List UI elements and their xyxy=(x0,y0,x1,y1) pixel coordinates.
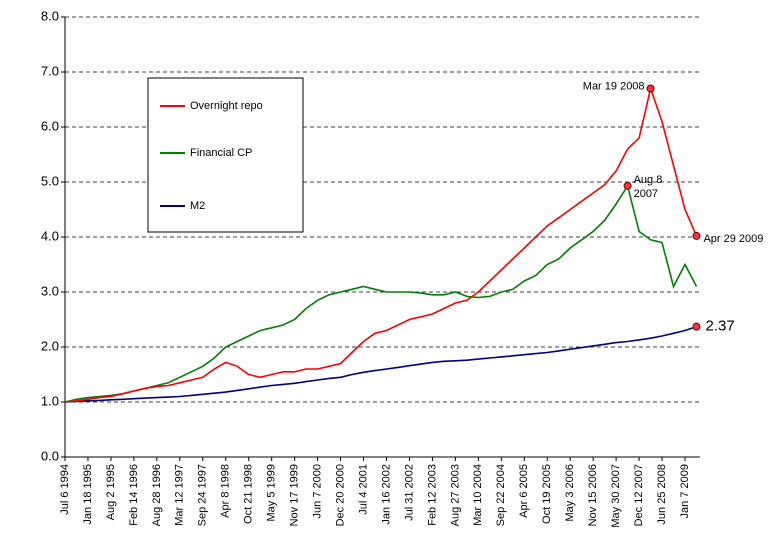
x-tick-label: Aug 28 1996 xyxy=(151,464,163,526)
x-tick-label: Aug 2 1995 xyxy=(105,464,117,520)
annotation: 2007 xyxy=(634,188,658,200)
x-tick-label: Jan 7 2009 xyxy=(679,464,691,518)
series-line xyxy=(64,183,698,403)
legend-label: Overnight repo xyxy=(190,100,263,112)
annotation: Mar 19 2008 xyxy=(583,80,645,92)
series-line xyxy=(64,85,698,403)
legend-label: Financial CP xyxy=(190,147,252,159)
series-line xyxy=(64,325,697,403)
x-tick-label: Jan 18 1995 xyxy=(82,464,94,525)
x-tick-label: Apr 8 1998 xyxy=(220,464,232,518)
annotation: Aug 8 xyxy=(634,174,663,186)
x-tick-label: Jul 31 2002 xyxy=(403,464,415,521)
value-label: 2.37 xyxy=(705,318,734,335)
y-tick-label: 2.0 xyxy=(41,338,59,353)
x-tick-label: Sep 22 2004 xyxy=(495,464,507,526)
legend-label: M2 xyxy=(190,200,205,212)
x-tick-label: Feb 14 1996 xyxy=(128,464,140,526)
x-tick-label: May 3 2006 xyxy=(564,464,576,521)
y-tick-label: 3.0 xyxy=(41,283,59,298)
annotation-marker xyxy=(646,84,655,93)
x-tick-label: Feb 12 2003 xyxy=(426,464,438,526)
x-tick-label: May 30 2007 xyxy=(610,464,622,528)
x-tick-label: Jun 25 2008 xyxy=(656,464,668,525)
x-tick-label: Apr 6 2005 xyxy=(518,464,530,518)
x-tick-label: Mar 10 2004 xyxy=(472,464,484,526)
y-tick-label: 5.0 xyxy=(41,173,59,188)
y-tick-label: 0.0 xyxy=(41,448,59,463)
x-tick-label: Dec 12 2007 xyxy=(633,464,645,526)
y-tick-label: 1.0 xyxy=(41,393,59,408)
x-tick-label: May 5 1999 xyxy=(266,464,278,521)
x-tick-label: Mar 12 1997 xyxy=(174,464,186,526)
annotation: Apr 29 2009 xyxy=(703,233,763,245)
x-tick-label: Oct 21 1998 xyxy=(243,464,255,524)
x-tick-label: Jan 16 2002 xyxy=(380,464,392,525)
y-tick-label: 4.0 xyxy=(41,228,59,243)
x-tick-label: Sep 24 1997 xyxy=(197,464,209,526)
y-tick-label: 6.0 xyxy=(41,118,59,133)
x-tick-label: Aug 27 2003 xyxy=(449,464,461,526)
annotation-marker xyxy=(692,322,701,331)
x-tick-label: Jul 6 1994 xyxy=(59,464,71,515)
y-tick-label: 8.0 xyxy=(41,8,59,23)
x-tick-label: Nov 15 2006 xyxy=(587,464,599,526)
x-tick-label: Jul 4 2001 xyxy=(357,464,369,515)
x-tick-label: Nov 17 1999 xyxy=(289,464,301,526)
x-tick-label: Oct 19 2005 xyxy=(541,464,553,524)
y-tick-label: 7.0 xyxy=(41,63,59,78)
annotation-marker xyxy=(692,231,701,240)
annotation-marker xyxy=(623,181,632,190)
legend: Overnight repo Financial CP M2 xyxy=(147,77,304,233)
x-tick-label: Dec 20 2000 xyxy=(334,464,346,526)
x-tick-label: Jun 7 2000 xyxy=(311,464,323,518)
